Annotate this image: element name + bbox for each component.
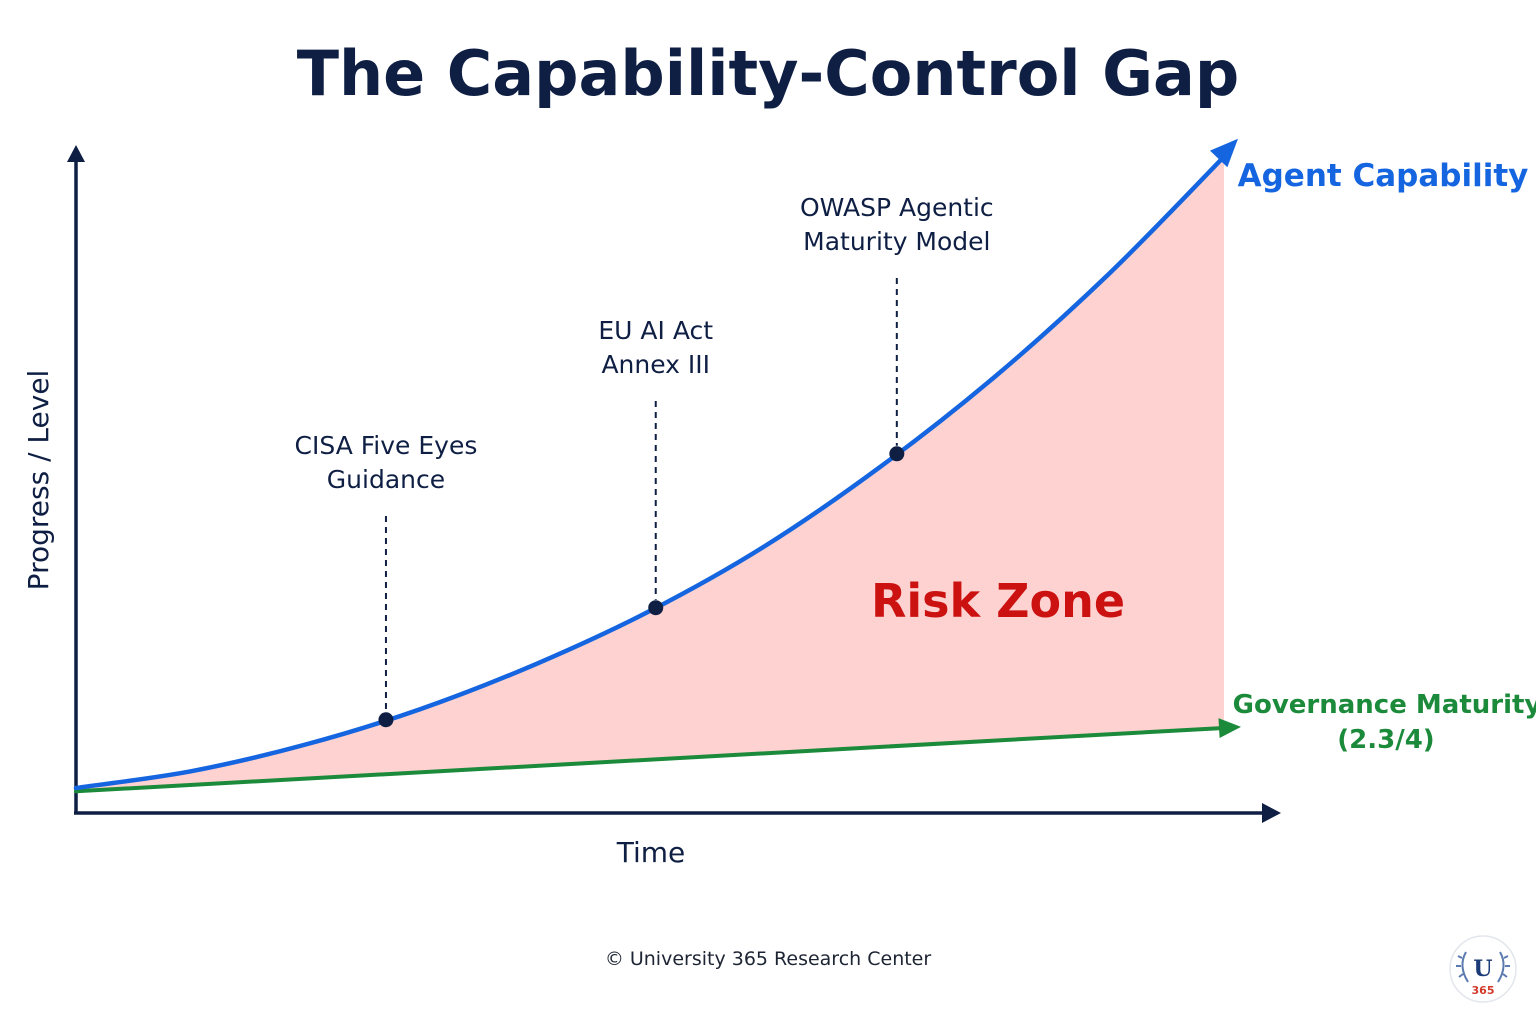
laurel-right-icon (1497, 951, 1510, 983)
risk-zone-label: Risk Zone (871, 574, 1125, 628)
risk-zone: Risk Zone (76, 156, 1224, 792)
university-365-logo: U 365 (1449, 935, 1517, 1003)
x-axis-label: Time (616, 836, 686, 869)
milestone-labels: CISA Five Eyes Guidance EU AI Act Annex III… (295, 193, 994, 494)
logo-letter: U (1473, 956, 1492, 982)
agent-capability-arrowhead (1209, 138, 1238, 168)
milestone-label: OWASP Agentic Maturity Model (800, 193, 994, 256)
agent-capability-label: Agent Capability (1238, 158, 1529, 194)
y-axis-arrowhead (67, 145, 85, 162)
x-axis-arrowhead (1262, 803, 1281, 823)
legend-labels: Agent Capability Governance Maturity (2.… (1233, 158, 1536, 755)
logo-number: 365 (1472, 984, 1495, 997)
milestone-point (378, 712, 394, 728)
chart-title: The Capability-Control Gap (297, 37, 1240, 110)
milestone-label: EU AI Act Annex III (598, 316, 713, 379)
governance-maturity-arrowhead (1218, 718, 1241, 739)
milestone-points (378, 446, 905, 728)
agent-capability-line (73, 154, 1227, 791)
laurel-left-icon (1456, 951, 1469, 983)
risk-zone-fill (76, 156, 1224, 792)
milestone-point (889, 446, 905, 462)
milestone-point (648, 600, 664, 616)
governance-maturity-score: (2.3/4) (1337, 725, 1434, 755)
governance-maturity-label: Governance Maturity (1233, 690, 1536, 720)
milestone-leaders (384, 278, 898, 712)
copyright-footer: © University 365 Research Center (605, 948, 932, 970)
governance-maturity-line (74, 725, 1228, 794)
y-axis-label: Progress / Level (22, 370, 55, 591)
series-lines (73, 138, 1241, 794)
axes: Time Progress / Level (22, 145, 1281, 869)
milestone-label: CISA Five Eyes Guidance (295, 431, 478, 494)
